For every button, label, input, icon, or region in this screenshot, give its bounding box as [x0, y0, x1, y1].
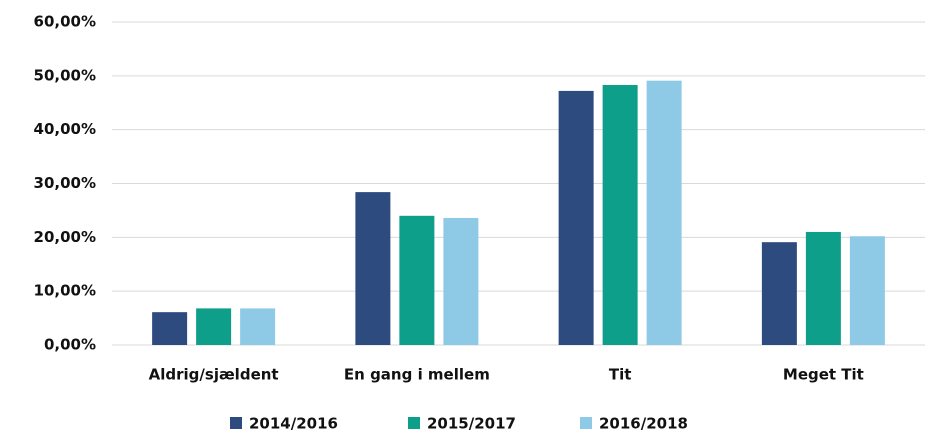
y-tick-label: 0,00%: [44, 336, 96, 354]
bar: [849, 236, 885, 345]
y-tick-label: 60,00%: [34, 13, 96, 31]
legend-swatch: [580, 417, 592, 429]
bar: [558, 90, 594, 345]
bar: [805, 231, 841, 345]
x-tick-label: En gang i mellem: [344, 366, 490, 384]
legend-swatch: [230, 417, 242, 429]
legend-label: 2015/2017: [427, 415, 516, 433]
bar: [196, 308, 232, 345]
bar: [761, 242, 797, 345]
bar: [399, 215, 435, 345]
bar: [355, 192, 391, 345]
legend-label: 2014/2016: [249, 415, 338, 433]
bar: [602, 84, 638, 346]
legend-label: 2016/2018: [599, 415, 688, 433]
x-tick-label: Meget Tit: [783, 366, 864, 384]
x-tick-label: Tit: [609, 366, 632, 384]
bar: [240, 308, 276, 345]
y-tick-label: 50,00%: [34, 66, 96, 84]
y-tick-label: 10,00%: [34, 282, 96, 300]
bar: [646, 80, 682, 345]
y-tick-label: 30,00%: [34, 174, 96, 192]
x-tick-label: Aldrig/sjældent: [149, 366, 279, 384]
legend-swatch: [408, 417, 420, 429]
bar: [443, 217, 479, 345]
bar: [152, 312, 188, 345]
y-tick-label: 40,00%: [34, 120, 96, 138]
y-tick-label: 20,00%: [34, 228, 96, 246]
